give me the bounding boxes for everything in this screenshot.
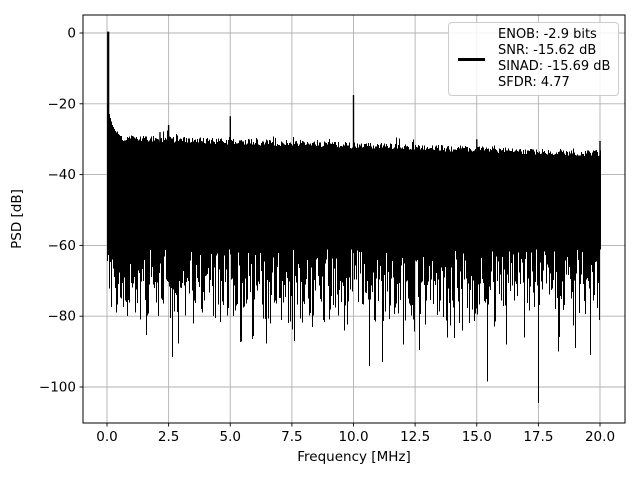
legend: ENOB: -2.9 bits SNR: -15.62 dB SINAD: -1… (448, 22, 619, 96)
legend-text-block: ENOB: -2.9 bits SNR: -15.62 dB SINAD: -1… (498, 27, 610, 92)
axes-frame (82, 14, 626, 424)
y-tick-label: −60 (48, 238, 77, 254)
legend-snr: SNR: -15.62 dB (498, 42, 597, 58)
x-tick-label: 0.0 (96, 429, 117, 445)
x-tick-label: 7.5 (281, 429, 302, 445)
x-tick-label: 12.5 (400, 429, 430, 445)
y-tick-label: −100 (39, 380, 76, 396)
y-tick-label: 0 (67, 26, 76, 42)
legend-line-sample (458, 57, 485, 61)
x-tick-label: 2.5 (158, 429, 179, 445)
noise-deep-notches (115, 252, 592, 403)
legend-sinad: SINAD: -15.69 dB (498, 59, 611, 74)
x-tick-label: 15.0 (462, 429, 492, 445)
harmonic-spurs (159, 95, 601, 193)
y-tick-label: −20 (48, 96, 77, 112)
y-axis-label: PSD [dB] (9, 189, 25, 249)
x-tick-label: 5.0 (220, 429, 241, 445)
y-tick-label: −80 (48, 309, 77, 325)
tick-marks (79, 32, 601, 427)
tick-labels: 0.0 2.5 5.0 7.5 10.0 12.5 15.0 17.5 20.0 0 −20 −40 −… (39, 26, 615, 446)
legend-sfdr: SFDR: 4.77 (498, 75, 570, 91)
legend-enob: ENOB: -2.9 bits (498, 26, 597, 42)
y-tick-label: −40 (48, 167, 77, 183)
x-tick-label: 17.5 (523, 429, 553, 445)
x-axis-label: Frequency [MHz] (297, 449, 411, 465)
x-tick-label: 10.0 (338, 429, 368, 445)
x-tick-label: 20.0 (585, 429, 615, 445)
